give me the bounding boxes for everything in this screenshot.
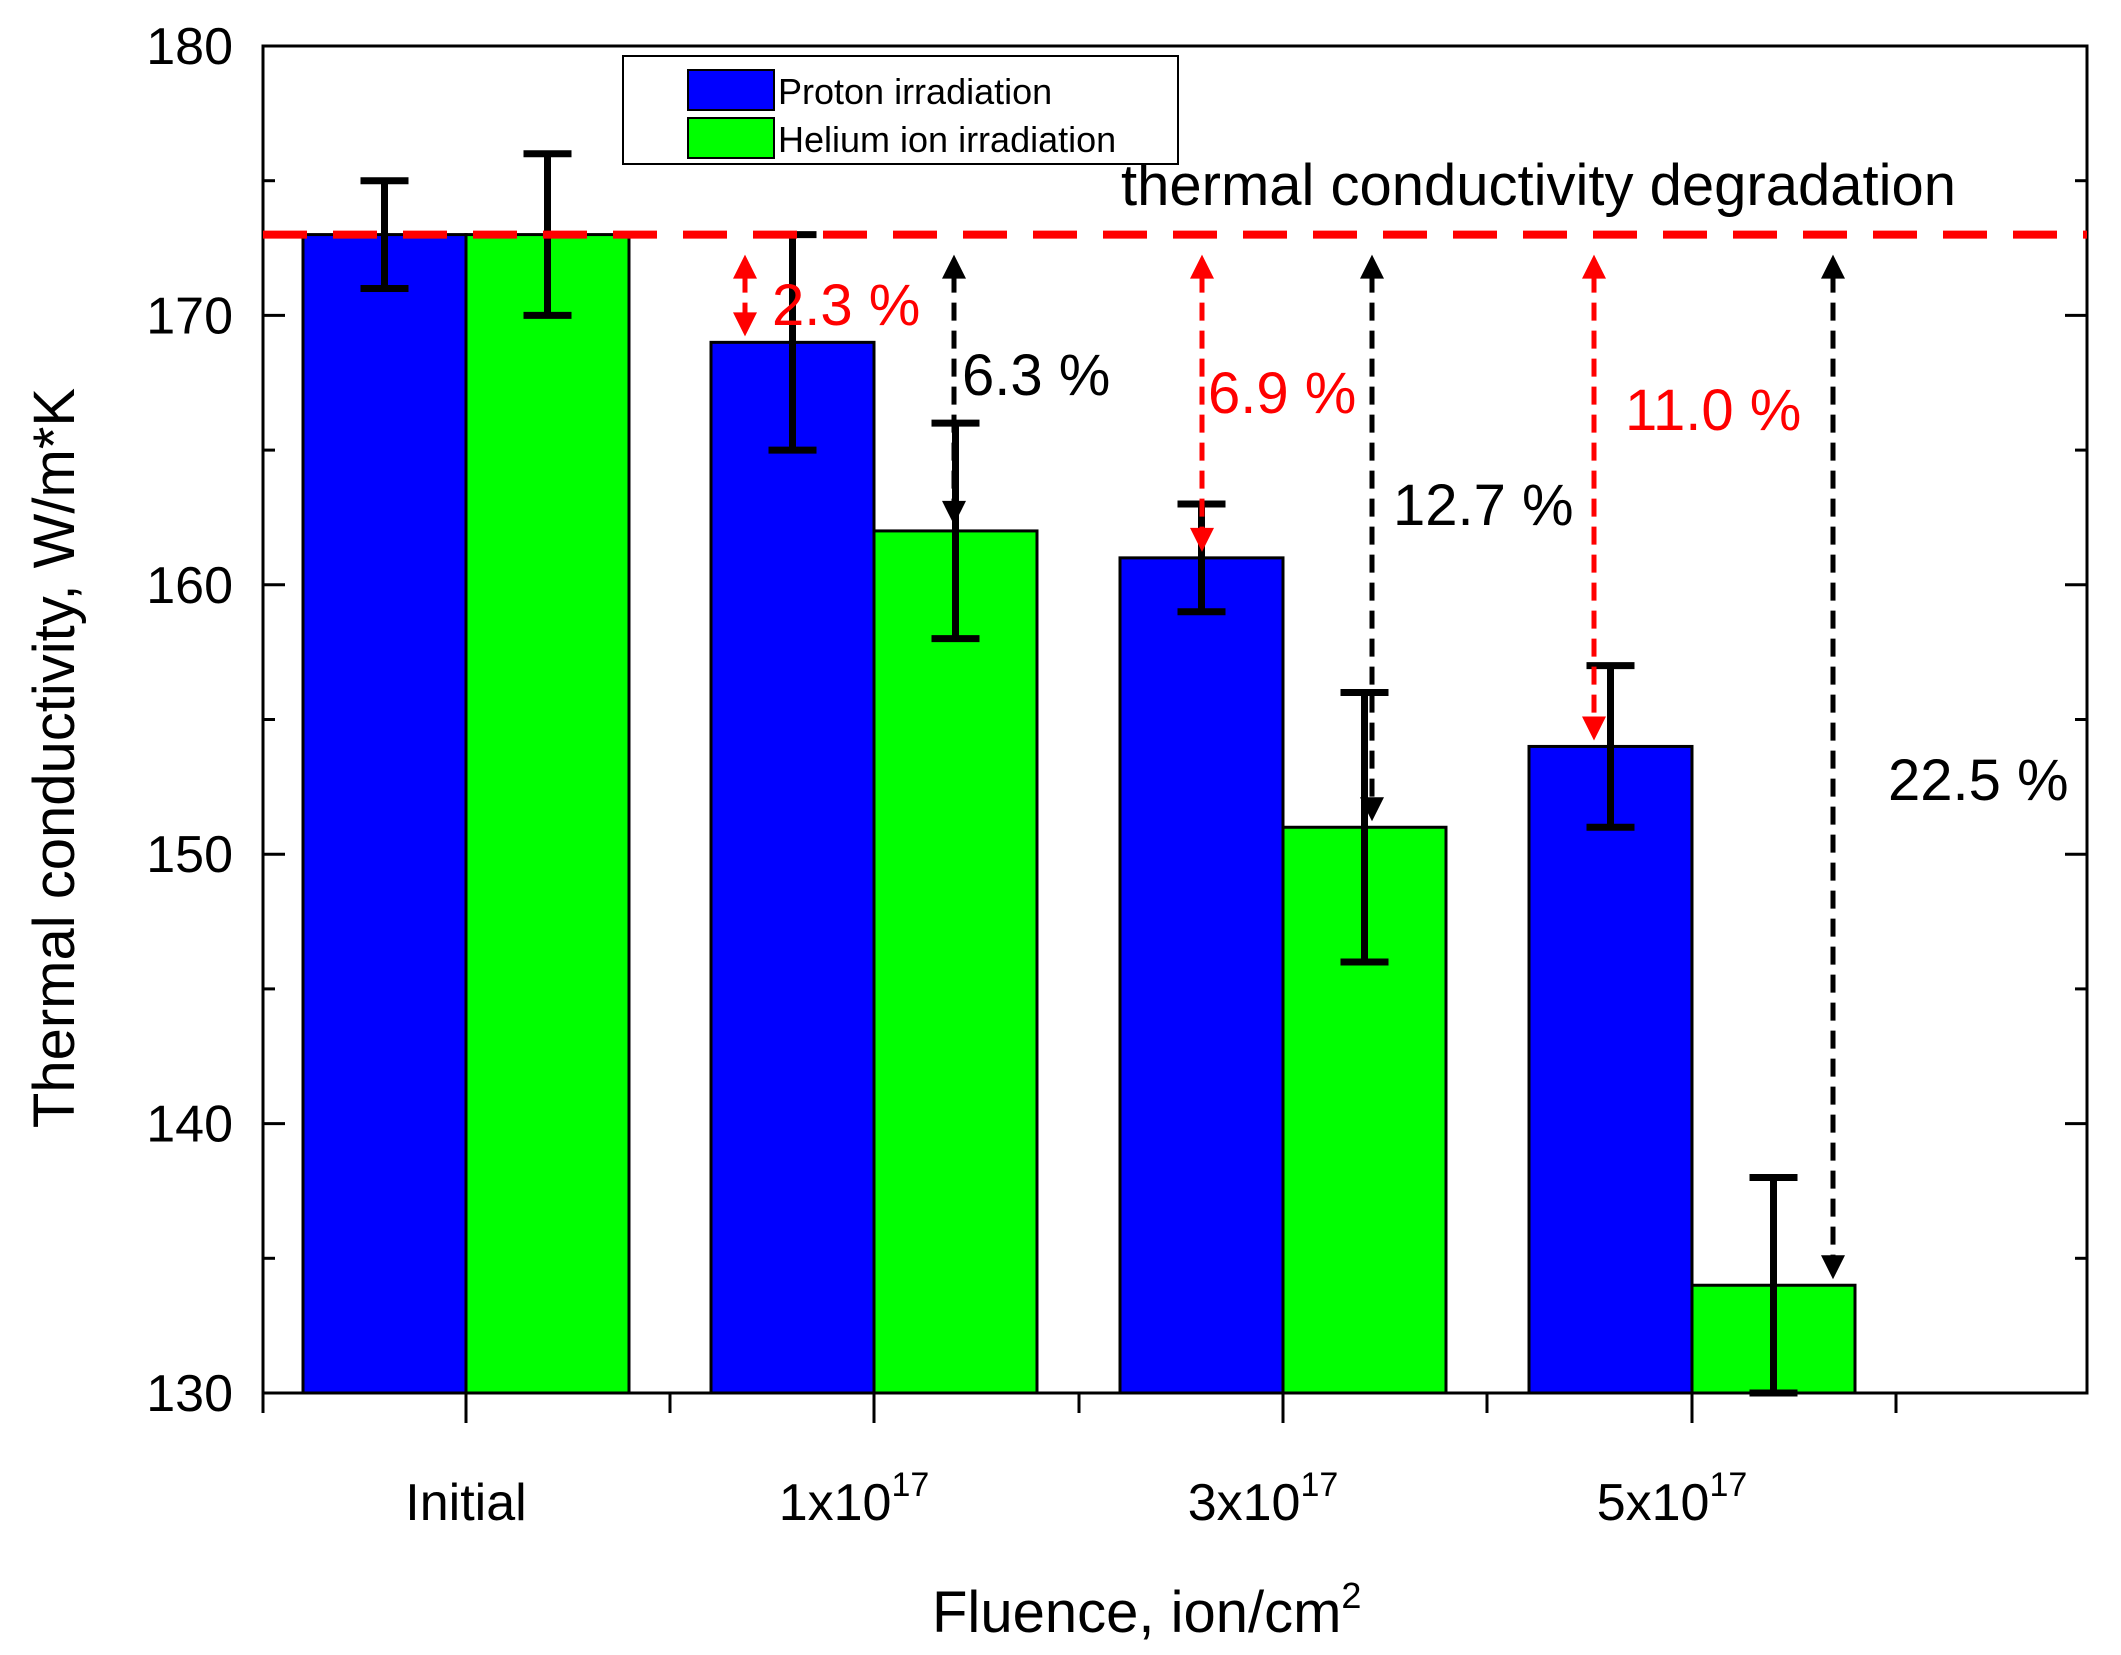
y-axis-title: Thermal conductivity, W/m*K	[22, 388, 87, 1129]
x-tick-label: 3x1017	[1188, 1466, 1339, 1532]
bar-proton	[1527, 744, 1694, 1395]
y-tick-label: 140	[146, 1096, 233, 1154]
annotation-label: 11.0 %	[1625, 378, 1801, 443]
bars	[301, 233, 1857, 1395]
degradation-annotations: 2.3 % 6.3 % 6.9 % 12.7 % 11.0 % 22.5 %	[733, 254, 2069, 1280]
bar-helium	[872, 529, 1039, 1395]
arrow-head-down	[1190, 527, 1214, 552]
y-tick-label: 180	[146, 18, 233, 76]
x-axis-title: Fluence, ion/cm2	[932, 1575, 1361, 1645]
bar-proton	[1118, 556, 1285, 1395]
annotation-label: 2.3 %	[772, 273, 920, 338]
arrow-head-up	[1360, 254, 1384, 279]
arrow-head-down	[1360, 797, 1384, 822]
y-tick-label: 160	[146, 557, 233, 615]
arrow-head-up	[1821, 254, 1845, 279]
annotation-label: 6.9 %	[1208, 361, 1356, 426]
arrow-head-up	[1190, 254, 1214, 279]
bar-helium	[464, 233, 631, 1395]
legend-label-proton: Proton irradiation	[778, 71, 1052, 112]
annotation-label: 22.5 %	[1888, 748, 2069, 813]
chart-title: thermal conductivity degradation	[1121, 153, 1956, 218]
arrow-head-down	[1582, 716, 1606, 741]
arrow-head-down	[1821, 1255, 1845, 1280]
arrow-head-up	[1582, 254, 1606, 279]
y-tick-label: 130	[146, 1365, 233, 1423]
x-tick-label: 1x1017	[779, 1466, 930, 1532]
legend-swatch-proton	[687, 69, 775, 111]
annotation-label: 6.3 %	[962, 343, 1110, 408]
x-tick-label: 5x1017	[1597, 1466, 1748, 1532]
legend: Proton irradiation Helium ion irradiatio…	[622, 55, 1179, 165]
bar-proton	[709, 340, 876, 1395]
arrow-head-up	[733, 254, 757, 279]
arrow-head-down	[942, 500, 966, 525]
legend-swatch-helium	[687, 117, 775, 159]
y-tick-label: 170	[146, 287, 233, 345]
annotation-label: 12.7 %	[1393, 473, 1574, 538]
axis-ticks: 130 140 150 160 170 180 Initial 1x1017 3x1017 5x1…	[146, 18, 2087, 1532]
legend-label-helium: Helium ion irradiation	[778, 119, 1116, 160]
x-tick-label: Initial	[405, 1474, 526, 1532]
arrow-head-up	[942, 254, 966, 279]
y-tick-label: 150	[146, 826, 233, 884]
arrow-head-down	[733, 312, 757, 337]
bar-proton	[301, 233, 468, 1395]
